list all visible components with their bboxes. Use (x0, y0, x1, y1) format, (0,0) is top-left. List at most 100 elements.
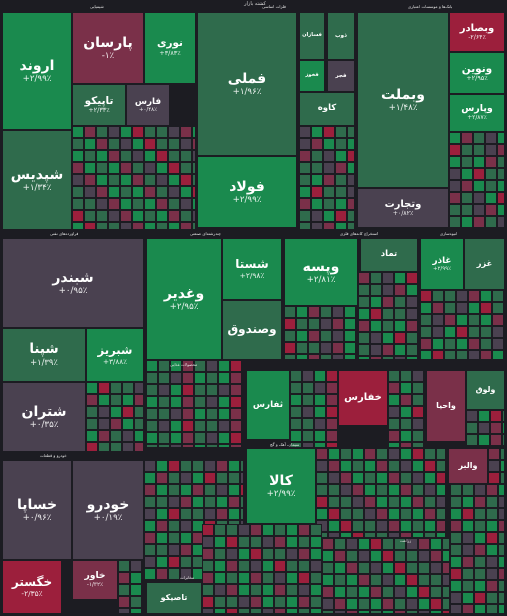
mini-tile[interactable] (130, 560, 142, 572)
mini-tile[interactable] (130, 608, 142, 614)
mini-tile[interactable] (156, 556, 168, 568)
mini-tile[interactable] (394, 332, 406, 344)
mini-tile[interactable] (238, 536, 250, 548)
mini-tile[interactable] (206, 444, 218, 448)
mini-tile[interactable] (424, 484, 436, 496)
mini-tile[interactable] (108, 186, 120, 198)
mini-tile[interactable] (72, 222, 84, 230)
mini-tile[interactable] (156, 508, 168, 520)
mini-tile[interactable] (456, 350, 468, 360)
mini-tile[interactable] (474, 520, 486, 532)
mini-tile[interactable] (96, 210, 108, 222)
mini-tile[interactable] (424, 472, 436, 484)
mini-tile[interactable] (170, 420, 182, 432)
mini-tile[interactable] (388, 448, 400, 460)
mini-tile[interactable] (84, 222, 96, 230)
mini-tile[interactable] (250, 560, 262, 572)
mini-tile[interactable] (156, 496, 168, 508)
mini-tile[interactable] (302, 370, 314, 382)
mini-tile[interactable] (486, 532, 498, 544)
mini-tile[interactable] (316, 508, 328, 520)
stock-tile[interactable]: فخوز (299, 60, 325, 92)
mini-tile[interactable] (134, 382, 144, 394)
mini-tile[interactable] (298, 572, 310, 584)
mini-tile[interactable] (206, 396, 218, 408)
mini-tile[interactable] (146, 384, 158, 396)
mini-tile[interactable] (120, 162, 132, 174)
mini-tile[interactable] (468, 314, 480, 326)
mini-tile[interactable] (473, 168, 485, 180)
mini-tile[interactable] (449, 144, 461, 156)
mini-tile[interactable] (462, 568, 474, 580)
mini-tile[interactable] (316, 472, 328, 484)
mini-tile[interactable] (497, 192, 505, 204)
mini-tile[interactable] (480, 290, 492, 302)
mini-tile[interactable] (72, 198, 84, 210)
mini-tile[interactable] (96, 126, 108, 138)
mini-tile[interactable] (412, 382, 424, 394)
stock-tile[interactable]: تاپیکو +۲/۳۳٪ (72, 84, 126, 126)
mini-tile[interactable] (299, 210, 311, 222)
mini-tile[interactable] (352, 520, 364, 532)
mini-tile[interactable] (134, 430, 144, 442)
stock-tile[interactable]: ولوق (466, 370, 505, 410)
mini-tile[interactable] (192, 210, 196, 222)
mini-tile[interactable] (192, 150, 196, 162)
mini-tile[interactable] (298, 548, 310, 560)
stock-tile[interactable]: نوری +۳/۸۳٪ (144, 12, 196, 84)
mini-tile[interactable] (466, 422, 478, 434)
stock-tile[interactable]: خاور -۱/۳۲٪ (72, 560, 118, 600)
mini-tile[interactable] (216, 460, 228, 472)
mini-tile[interactable] (335, 222, 347, 230)
mini-tile[interactable] (320, 306, 332, 318)
mini-tile[interactable] (134, 406, 144, 418)
mini-tile[interactable] (418, 550, 430, 562)
mini-tile[interactable] (406, 284, 418, 296)
mini-tile[interactable] (298, 608, 310, 614)
mini-tile[interactable] (216, 496, 228, 508)
mini-tile[interactable] (228, 508, 240, 520)
mini-tile[interactable] (308, 318, 320, 330)
mini-tile[interactable] (468, 302, 480, 314)
mini-tile[interactable] (334, 598, 346, 610)
mini-tile[interactable] (310, 548, 322, 560)
mini-tile[interactable] (461, 132, 473, 144)
mini-tile[interactable] (497, 168, 505, 180)
mini-tile[interactable] (340, 460, 352, 472)
mini-tile[interactable] (110, 418, 122, 430)
mini-tile[interactable] (370, 332, 382, 344)
mini-tile[interactable] (478, 410, 490, 422)
mini-tile[interactable] (485, 192, 497, 204)
mini-tile[interactable] (290, 430, 302, 442)
mini-tile[interactable] (144, 162, 156, 174)
mini-tile[interactable] (326, 394, 338, 406)
mini-tile[interactable] (346, 574, 358, 586)
mini-tile[interactable] (432, 350, 444, 360)
mini-tile[interactable] (430, 586, 442, 598)
mini-tile[interactable] (334, 586, 346, 598)
mini-tile[interactable] (202, 524, 214, 536)
mini-tile[interactable] (370, 296, 382, 308)
mini-tile[interactable] (96, 138, 108, 150)
mini-tile[interactable] (86, 406, 98, 418)
mini-tile[interactable] (400, 484, 412, 496)
mini-tile[interactable] (485, 216, 497, 228)
mini-tile[interactable] (202, 536, 214, 548)
mini-tile[interactable] (418, 586, 430, 598)
mini-tile[interactable] (192, 484, 204, 496)
mini-tile[interactable] (206, 408, 218, 420)
mini-tile[interactable] (230, 372, 242, 384)
mini-tile[interactable] (108, 162, 120, 174)
mini-tile[interactable] (497, 132, 505, 144)
mini-tile[interactable] (192, 126, 196, 138)
mini-tile[interactable] (456, 302, 468, 314)
mini-tile[interactable] (182, 396, 194, 408)
mini-tile[interactable] (192, 472, 204, 484)
mini-tile[interactable] (108, 126, 120, 138)
mini-tile[interactable] (420, 338, 432, 350)
mini-tile[interactable] (228, 484, 240, 496)
mini-tile[interactable] (358, 550, 370, 562)
mini-tile[interactable] (311, 210, 323, 222)
mini-tile[interactable] (110, 382, 122, 394)
mini-tile[interactable] (180, 150, 192, 162)
